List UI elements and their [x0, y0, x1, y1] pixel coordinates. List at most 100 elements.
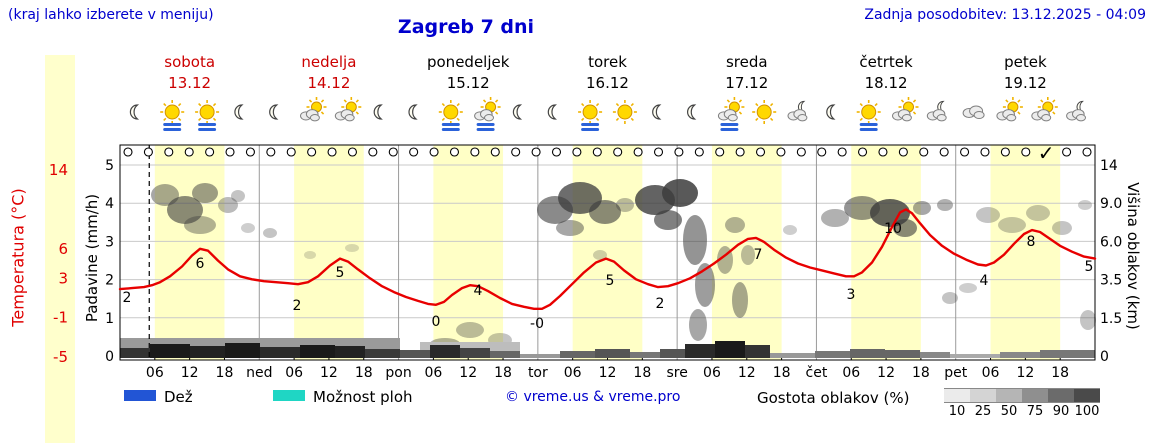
plot-frame	[119, 144, 1096, 361]
sun-rays	[195, 100, 220, 124]
cloud-blob	[218, 197, 238, 213]
weather-icon-cloud-sun	[892, 97, 919, 122]
sun-ray	[320, 111, 325, 115]
cloud-blob	[558, 182, 602, 214]
temperature-value-label: 3	[847, 287, 856, 303]
x-tick-label: 18	[633, 365, 651, 381]
weather-icon-sun	[752, 100, 777, 124]
x-tick-label: 06	[842, 365, 860, 381]
temperature-tick: -5	[53, 348, 68, 366]
hour-dot	[1021, 147, 1031, 157]
moon-crescent	[269, 104, 279, 120]
density-segment: 50	[996, 388, 1022, 419]
precip-bar	[770, 353, 815, 358]
hour-dot	[347, 147, 357, 157]
density-tick-label: 50	[1000, 404, 1018, 419]
rain-bar	[441, 123, 460, 126]
hour-dot	[980, 147, 990, 157]
page-title: Zagreb 7 dni	[397, 16, 535, 38]
x-tick-label: 06	[424, 365, 442, 381]
hour-dot	[388, 147, 398, 157]
cloud-height-tick: 1.5	[1100, 311, 1122, 327]
weather-icon-moon	[269, 104, 279, 120]
sun-ray	[615, 117, 620, 122]
x-tick-label: 18	[912, 365, 930, 381]
sun-ray	[874, 117, 878, 122]
weather-icon-sun	[612, 100, 637, 124]
rain-bar	[198, 123, 217, 126]
weather-icon-moon	[826, 104, 836, 120]
temperature-tick: -1	[53, 309, 68, 327]
sun-ray	[726, 99, 731, 103]
precip-bar	[815, 351, 850, 358]
x-tick-label: 06	[146, 365, 164, 381]
last-update-text: Zadnja posodobitev: 13.12.2025 - 04:09	[864, 7, 1146, 23]
hour-dot	[225, 147, 235, 157]
weather-icon-cloud	[962, 105, 985, 119]
weather-icon-sun	[195, 100, 220, 131]
x-tick-label: 12	[877, 365, 895, 381]
hour-dots-row: ✓	[123, 141, 1092, 165]
cloud-height-tick: 3.5	[1100, 273, 1122, 289]
x-tick-day-abbrev: tor	[528, 365, 548, 381]
sun-disc	[199, 104, 215, 120]
hour-dot	[143, 147, 153, 157]
density-tick-label: 25	[974, 404, 992, 419]
sun-ray	[755, 102, 759, 107]
rain-bar	[441, 128, 460, 131]
hour-dot	[919, 147, 929, 157]
precip-bar	[885, 350, 920, 358]
temperature-value-label: 4	[474, 283, 483, 299]
cloud-blob	[959, 283, 977, 293]
copyright-link[interactable]: © vreme.us & vreme.pro	[505, 389, 681, 405]
temperature-value-label: 0	[432, 314, 441, 330]
precip-bar	[745, 345, 770, 358]
sun-ray	[615, 102, 620, 107]
precip-bar	[715, 341, 745, 358]
cloud-blob	[683, 215, 707, 265]
precipitation-tick: 4	[105, 196, 114, 212]
hour-dot	[205, 147, 215, 157]
day-name: petek	[1004, 53, 1047, 71]
temperature-line	[118, 208, 1097, 310]
sun-ray	[441, 102, 446, 107]
cloud-blob	[689, 309, 707, 341]
hour-dot	[184, 147, 194, 157]
sun-disc	[756, 104, 772, 120]
cloud-blob	[304, 251, 316, 259]
cloud-blob	[593, 250, 607, 260]
temperature-value-label: 2	[123, 290, 132, 306]
density-segment: 90	[1048, 388, 1074, 419]
sun-ray	[769, 117, 774, 122]
sun-ray	[595, 117, 600, 122]
cloud-height-tick: 14	[1100, 158, 1118, 174]
cloud-puff	[936, 114, 947, 122]
cloud-puff	[309, 114, 320, 122]
cloud-shape	[926, 109, 947, 122]
showers-legend-swatch	[273, 390, 305, 401]
day-date: 15.12	[447, 74, 490, 92]
cloud-height-tick: 9.0	[1100, 196, 1122, 212]
precip-bar	[150, 344, 190, 358]
rain-bar	[581, 128, 600, 131]
precip-bar	[520, 354, 560, 358]
weather-icon-sun	[578, 100, 603, 131]
temperature-value-label: 2	[656, 296, 665, 312]
cloud-blob	[654, 210, 682, 230]
x-tick-day-abbrev: ned	[246, 365, 272, 381]
cloud-blob	[783, 225, 797, 235]
cloud-blob	[345, 244, 359, 252]
cloud-blob	[1052, 221, 1072, 235]
density-swatch	[1022, 388, 1048, 403]
sun-ray	[355, 99, 359, 103]
sun-ray	[859, 102, 863, 107]
hour-dot	[1062, 147, 1072, 157]
cloud-puff	[1075, 114, 1086, 122]
weather-icon-cloud-sun	[334, 97, 362, 122]
temperature-value-label: 6	[196, 256, 205, 272]
day-name: torek	[588, 53, 627, 71]
cloud-blob	[1026, 205, 1050, 221]
sun-ray	[769, 102, 774, 107]
cloud-puff	[901, 114, 912, 122]
